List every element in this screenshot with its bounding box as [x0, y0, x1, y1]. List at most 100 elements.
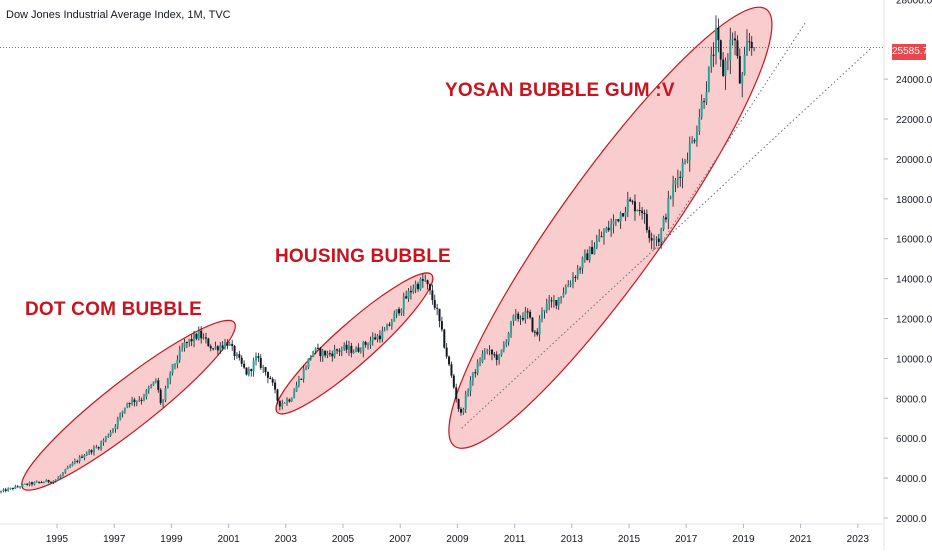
candle-body	[729, 39, 732, 61]
candle-body	[600, 236, 603, 238]
candle-body	[4, 489, 7, 491]
y-tick-label: 2000.0	[896, 514, 927, 525]
candle-body	[42, 482, 45, 484]
candle-body	[121, 411, 124, 414]
y-tick-label: 16000.0	[896, 235, 932, 246]
y-tick-label: 24000.0	[896, 75, 932, 86]
dot-com-bubble-ellipse	[21, 319, 236, 491]
candle-body	[672, 184, 675, 198]
candle-body	[245, 367, 248, 375]
candle-body	[45, 480, 48, 483]
candle-body	[157, 380, 160, 390]
y-tick-label: 14000.0	[896, 275, 932, 286]
candle-body	[428, 284, 431, 291]
candle-body	[409, 290, 412, 293]
candle-body	[581, 257, 584, 269]
candle-body	[38, 481, 41, 483]
candle-body	[619, 213, 622, 222]
candle-body	[343, 344, 346, 349]
candle-body	[73, 461, 76, 463]
candle-body	[226, 342, 229, 346]
candle-body	[321, 350, 324, 357]
candle-body	[26, 483, 29, 485]
candle-body	[195, 333, 198, 339]
candle-body	[69, 465, 72, 468]
candle-body	[142, 396, 145, 400]
candle-body	[185, 342, 188, 344]
candle-body	[583, 253, 586, 258]
candle-body	[488, 349, 491, 351]
candle-body	[54, 480, 57, 482]
candle-body	[650, 238, 653, 241]
candle-body	[703, 101, 706, 103]
candle-body	[169, 373, 172, 380]
candle-body	[250, 369, 253, 372]
x-tick-label: 2021	[789, 534, 812, 545]
x-tick-label: 1999	[160, 534, 183, 545]
candle-body	[521, 317, 524, 320]
candle-body	[193, 333, 196, 342]
candle-body	[686, 160, 689, 162]
candle-body	[97, 447, 100, 449]
candle-body	[595, 240, 598, 248]
candle-body	[688, 143, 691, 161]
candle-body	[624, 211, 627, 217]
candle-body	[173, 364, 176, 366]
trendline-steep	[657, 20, 807, 249]
candle-body	[469, 380, 472, 392]
candle-body	[302, 368, 305, 379]
candle-body	[252, 360, 255, 372]
candle-body	[574, 276, 577, 278]
candle-body	[7, 488, 10, 491]
candle-body	[336, 349, 339, 351]
candle-body	[50, 481, 53, 483]
candle-body	[338, 350, 341, 352]
candle-body	[526, 311, 529, 313]
candle-body	[495, 354, 498, 360]
candle-body	[474, 372, 477, 374]
candle-body	[681, 162, 684, 178]
candle-body	[426, 280, 429, 285]
candle-body	[457, 399, 460, 409]
candle-body	[424, 280, 427, 282]
candle-body	[126, 402, 129, 408]
x-tick-label: 2007	[389, 534, 412, 545]
candle-body	[564, 286, 567, 293]
candle-body	[71, 462, 74, 466]
candle-body	[64, 469, 67, 473]
candle-body	[214, 346, 217, 349]
candle-body	[648, 230, 651, 239]
candle-body	[314, 347, 317, 352]
candle-body	[207, 338, 210, 347]
x-tick-label: 2011	[504, 534, 526, 545]
candle-body	[357, 347, 360, 352]
candle-body	[722, 59, 725, 76]
candle-body	[614, 219, 617, 221]
candle-body	[476, 362, 479, 374]
candle-body	[131, 399, 134, 404]
candle-body	[412, 288, 415, 293]
candle-body	[78, 456, 81, 462]
candle-body	[745, 41, 748, 55]
candle-body	[569, 283, 572, 286]
candle-body	[536, 331, 539, 335]
candle-body	[219, 345, 222, 351]
candle-body	[750, 41, 753, 49]
candle-body	[645, 214, 648, 231]
candle-body	[395, 309, 398, 314]
candle-body	[500, 349, 503, 356]
candle-body	[276, 389, 279, 401]
candle-body	[548, 300, 551, 304]
candle-body	[350, 345, 353, 353]
candle-body	[562, 292, 565, 297]
candle-body	[274, 382, 277, 390]
yosan-bubble-ellipse	[448, 6, 773, 449]
candle-body	[235, 354, 238, 357]
candle-body	[162, 400, 165, 403]
candle-body	[247, 369, 250, 375]
candle-body	[431, 290, 434, 301]
candle-body	[374, 337, 377, 340]
candle-body	[471, 372, 474, 381]
candle-body	[557, 297, 560, 306]
candle-body	[316, 347, 319, 349]
